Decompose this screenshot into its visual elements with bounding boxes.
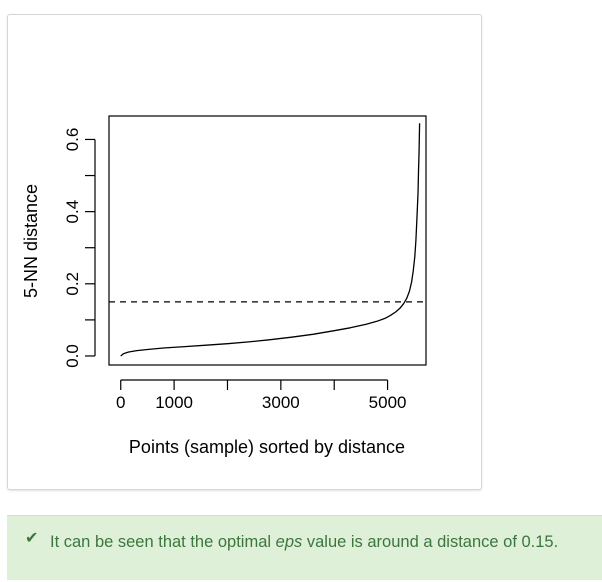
y-axis-title: 5-NN distance — [21, 184, 41, 298]
callout-text-eps: eps — [275, 533, 303, 551]
y-tick-label: 0.0 — [63, 344, 82, 368]
y-tick-label: 0.2 — [63, 272, 82, 296]
x-axis-title: Points (sample) sorted by distance — [129, 437, 405, 457]
y-tick-label: 0.6 — [63, 128, 82, 152]
distance-curve — [120, 123, 421, 357]
x-tick-label: 5000 — [369, 393, 407, 412]
x-tick-label: 1000 — [155, 393, 193, 412]
callout-text-after: value is around a distance of 0.15. — [302, 533, 559, 551]
chart-figure: 0 1000 3000 5000 0.0 0.2 0.4 0.6 Points (sample)… — [7, 14, 482, 490]
callout-text-before: It can be seen that the optimal — [50, 533, 276, 551]
y-tick-label: 0.4 — [63, 200, 82, 224]
check-icon: ✔ — [25, 528, 39, 547]
callout-text: It can be seen that the optimal eps valu… — [50, 533, 558, 552]
x-tick-label: 3000 — [262, 393, 300, 412]
x-tick-label: 0 — [116, 393, 125, 412]
plot-frame — [108, 115, 427, 366]
knn-distance-chart: 0 1000 3000 5000 0.0 0.2 0.4 0.6 Points (sample)… — [21, 115, 427, 457]
success-callout: ✔ It can be seen that the optimal eps va… — [7, 515, 602, 580]
